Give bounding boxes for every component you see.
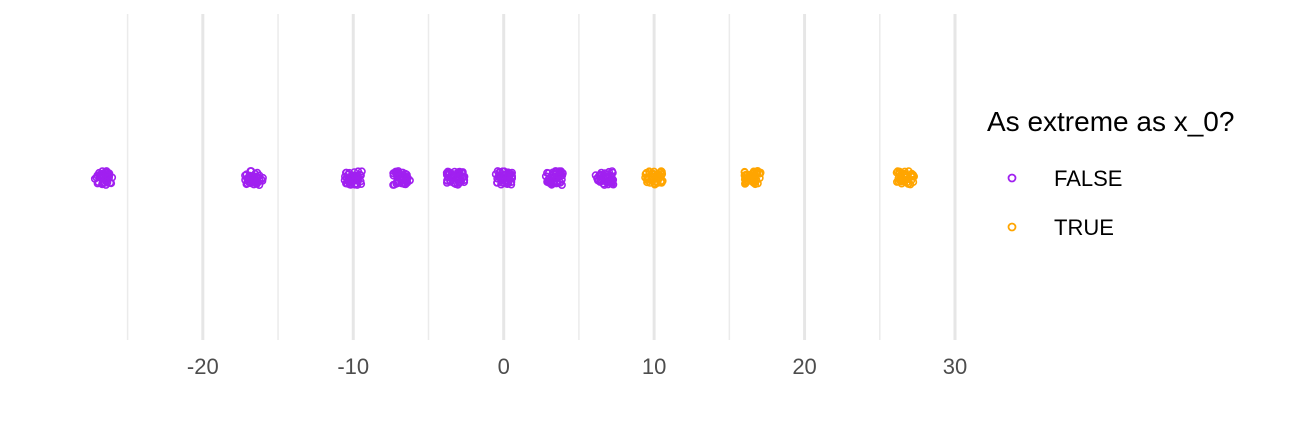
data-point: [904, 179, 913, 188]
data-point: [251, 172, 260, 181]
data-point: [903, 172, 912, 181]
data-point: [454, 168, 463, 177]
data-point: [102, 171, 111, 180]
data-point: [450, 173, 459, 182]
legend-label: TRUE: [1054, 215, 1114, 240]
data-point: [894, 177, 903, 186]
data-point: [356, 177, 365, 186]
data-point: [451, 180, 460, 189]
legend-entries: FALSE TRUE: [1007, 166, 1122, 240]
x-tick-label: -10: [337, 354, 369, 379]
legend-entry-false: FALSE: [1007, 166, 1122, 191]
data-point: [608, 168, 617, 177]
point-cluster-true: [641, 167, 667, 189]
data-point: [243, 179, 252, 188]
data-point: [544, 169, 553, 178]
point-cluster-false: [442, 167, 469, 189]
point-cluster-true: [740, 167, 765, 189]
data-point: [555, 167, 564, 176]
data-point: [340, 176, 349, 185]
data-point: [494, 172, 503, 181]
data-point: [457, 176, 466, 185]
data-point: [390, 180, 399, 189]
point-cluster-false: [389, 167, 414, 189]
data-point: [742, 178, 751, 187]
legend-key: [1007, 173, 1017, 183]
data-point: [458, 168, 467, 177]
data-point: [350, 168, 359, 177]
data-point: [553, 179, 562, 188]
point-cluster-false: [241, 167, 267, 190]
data-point: [599, 172, 608, 181]
data-point: [609, 175, 618, 184]
point-cluster-false: [491, 167, 516, 189]
point-cluster-false: [591, 167, 618, 189]
x-tick-label: 10: [642, 354, 666, 379]
x-tick-label: 0: [498, 354, 510, 379]
x-tick-label: 30: [943, 354, 967, 379]
legend: As extreme as x_0? FALSE TRUE: [987, 106, 1234, 240]
legend-title: As extreme as x_0?: [987, 106, 1234, 137]
data-point: [657, 167, 666, 176]
x-tick-label: -20: [187, 354, 219, 379]
data-point: [503, 180, 512, 189]
data-point: [394, 167, 403, 176]
data-point: [649, 170, 658, 179]
data-point: [555, 171, 564, 180]
data-point: [402, 175, 411, 184]
data-point: [899, 171, 908, 180]
data-point: [607, 179, 616, 188]
data-point: [498, 167, 507, 176]
data-point: [443, 167, 452, 176]
data-point: [357, 167, 366, 176]
data-point: [393, 170, 402, 179]
data-point: [641, 170, 650, 179]
data-point: [507, 174, 516, 183]
x-axis-tick-labels: -20 -10 0 10 20 30: [187, 354, 967, 379]
x-tick-label: 20: [792, 354, 816, 379]
data-point: [557, 181, 566, 190]
point-cluster-false: [541, 167, 567, 190]
data-point: [247, 167, 256, 176]
point-cluster-false: [90, 167, 117, 189]
data-point: [98, 170, 107, 179]
data-point: [90, 174, 99, 183]
point-cluster-true: [892, 167, 918, 189]
data-point: [753, 167, 762, 176]
data-point: [752, 170, 761, 179]
legend-key: [1007, 222, 1017, 232]
legend-entry-true: TRUE: [1007, 215, 1114, 240]
data-points: [90, 167, 918, 190]
legend-label: FALSE: [1054, 166, 1122, 191]
data-point: [653, 177, 662, 186]
point-cluster-false: [340, 167, 366, 189]
